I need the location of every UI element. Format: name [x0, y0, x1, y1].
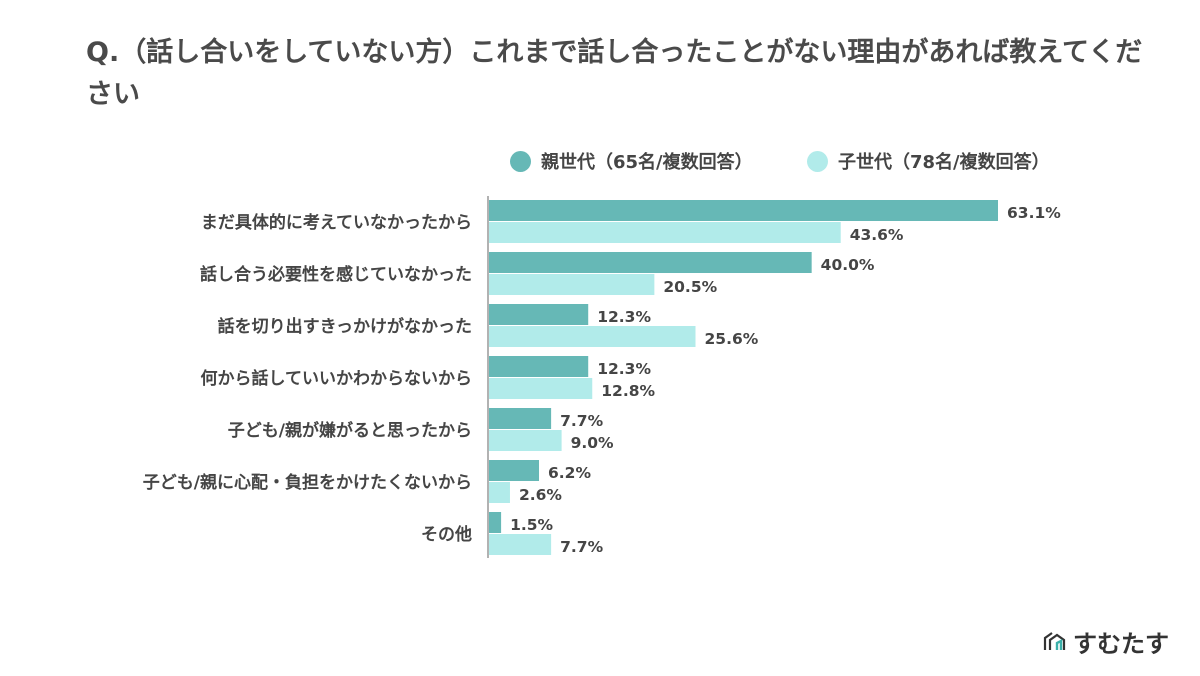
legend-swatch-parent [510, 150, 531, 172]
logo-house-icon [1043, 631, 1066, 650]
legend-item-parent: 親世代（65名/複数回答） [510, 148, 753, 174]
data-label: 7.7% [560, 412, 603, 430]
data-label: 6.2% [548, 464, 591, 482]
legend-item-child: 子世代（78名/複数回答） [807, 148, 1050, 174]
bar-child [489, 274, 655, 295]
bar-parent [489, 356, 589, 377]
category-label: まだ具体的に考えていなかったから [201, 212, 472, 233]
category-label: 話し合う必要性を感じていなかった [200, 264, 472, 285]
bar-parent [489, 200, 998, 221]
chart-title: Q.（話し合いをしていない方）これまで話し合ったことがない理由があれば教えてくだ… [86, 37, 1143, 110]
data-label: 63.1% [1007, 204, 1061, 222]
data-label: 2.6% [519, 486, 562, 504]
data-label: 12.3% [597, 360, 651, 378]
bar-parent [489, 252, 812, 273]
bar-child [489, 534, 552, 555]
data-label: 40.0% [821, 256, 875, 274]
bar-child [489, 482, 510, 503]
legend-swatch-child [807, 150, 828, 172]
data-label: 12.8% [601, 382, 655, 400]
data-label: 7.7% [560, 538, 603, 556]
bar-child [489, 326, 696, 347]
data-label: 25.6% [705, 330, 759, 348]
data-label: 20.5% [663, 278, 717, 296]
bar-child [489, 378, 593, 399]
category-label: 話を切り出すきっかけがなかった [218, 316, 472, 337]
data-label: 12.3% [597, 308, 651, 326]
bar-parent [489, 304, 589, 325]
category-label: その他 [421, 524, 472, 545]
legend-label-parent: 親世代（65名/複数回答） [541, 152, 753, 173]
data-label: 9.0% [571, 434, 614, 452]
legend-label-child: 子世代（78名/複数回答） [838, 152, 1050, 173]
bar-parent [489, 460, 540, 481]
bar-child [489, 430, 562, 451]
logo-text: すむたす [1073, 630, 1169, 658]
bar-parent [489, 512, 502, 533]
data-label: 43.6% [850, 226, 904, 244]
logo: すむたす [1043, 624, 1169, 659]
category-label: 子ども/親に心配・負担をかけたくないから [143, 472, 472, 493]
category-label: 何から話していいかわからないから [201, 368, 473, 389]
bar-parent [489, 408, 552, 429]
data-label: 1.5% [510, 516, 553, 534]
category-label: 子ども/親が嫌がると思ったから [228, 420, 472, 441]
bar-child [489, 222, 841, 243]
